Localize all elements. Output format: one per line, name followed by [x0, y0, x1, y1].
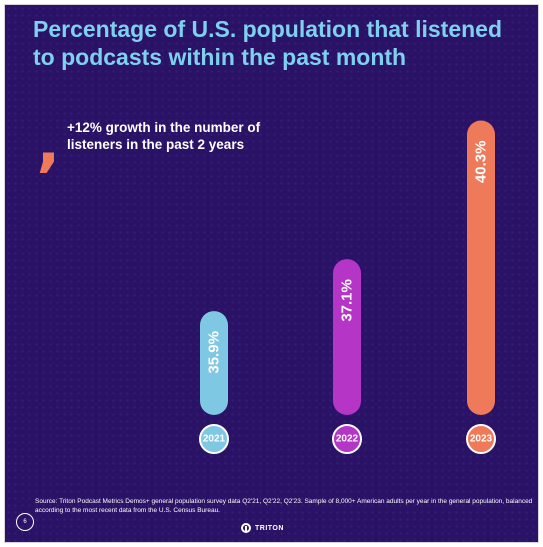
- triton-logo: TRITON: [241, 523, 284, 533]
- year-label-2023: 2023: [470, 434, 493, 445]
- chart-title: Percentage of U.S. population that liste…: [33, 16, 502, 70]
- quote-icon: ‚: [35, 104, 61, 181]
- bar-2021: [200, 311, 228, 415]
- value-label-2021: 35.9%: [206, 331, 223, 374]
- bar-2023: [467, 120, 495, 415]
- growth-callout: +12% growth in the number of listeners i…: [67, 120, 261, 152]
- year-label-2022: 2022: [336, 434, 359, 445]
- brand-name: TRITON: [255, 524, 284, 532]
- year-badge-2023: [466, 424, 496, 454]
- triton-logo-icon: [241, 523, 251, 533]
- year-badge-2022: [332, 424, 362, 454]
- value-label-2022: 37.1%: [339, 279, 356, 322]
- bar-chart: 35.9% 2021 37.1% 2022 40.3% 2023: [199, 120, 496, 454]
- year-label-2021: 2021: [203, 434, 226, 445]
- page-number: 6: [16, 513, 34, 531]
- bar-2022: [333, 259, 361, 415]
- value-label-2023: 40.3%: [473, 141, 490, 184]
- year-badge-2021: [199, 424, 229, 454]
- source-note: Source: Triton Podcast Metrics Demos+ ge…: [35, 498, 533, 514]
- infographic-card: Percentage of U.S. population that liste…: [4, 4, 539, 543]
